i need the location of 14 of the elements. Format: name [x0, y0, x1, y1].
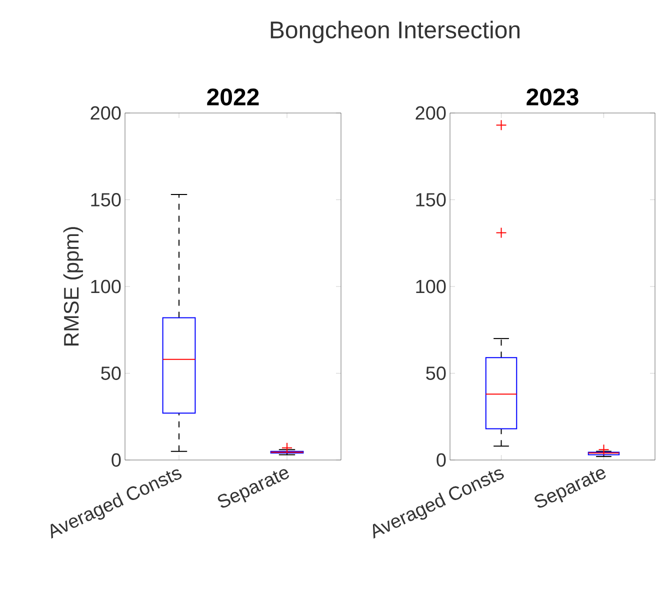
y-tick-label: 100	[91, 280, 121, 294]
y-tick-label: 200	[90, 106, 121, 120]
chart-title: 2023	[526, 88, 578, 106]
y-axis-title: RMSE (ppm)	[63, 227, 83, 346]
y-tick-label: 0	[436, 453, 446, 467]
y-tick-label: 50	[426, 366, 446, 380]
y-tick-label: 150	[91, 193, 121, 206]
y-tick-label: 150	[416, 193, 446, 206]
y-tick-label: 100	[416, 280, 446, 294]
text: Bongcheon Intersection	[270, 20, 520, 44]
chart-title: 2022	[207, 88, 259, 106]
y-tick-label: 200	[416, 106, 446, 120]
y-tick-label: 50	[101, 366, 121, 380]
y-tick-label: 0	[112, 453, 121, 467]
